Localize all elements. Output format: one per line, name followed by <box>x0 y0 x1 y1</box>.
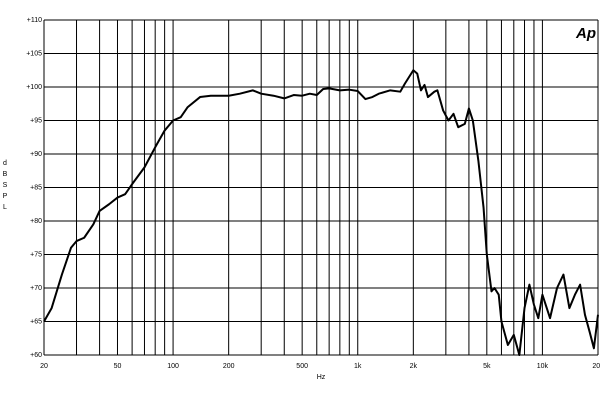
y-tick-label: +80 <box>30 218 42 225</box>
y-tick-label: +95 <box>30 117 42 124</box>
logo: Ap <box>575 25 596 42</box>
y-tick-label: +110 <box>27 17 42 24</box>
x-tick-label: 10k <box>537 363 549 370</box>
y-tick-label: +85 <box>30 184 42 191</box>
x-tick-label: 50 <box>114 363 122 370</box>
response-curve <box>43 69 599 356</box>
y-tick-label: +70 <box>30 285 42 292</box>
y-tick-label: +105 <box>26 50 42 57</box>
y-tick-label: +75 <box>30 251 42 258</box>
x-tick-label: 200 <box>223 363 235 370</box>
x-tick-label: 100 <box>167 363 179 370</box>
x-axis-label: Hz <box>317 374 326 381</box>
y-tick-label: +60 <box>30 352 42 359</box>
x-tick-label: 20k <box>592 363 600 370</box>
y-axis-label: dB SPL <box>2 160 8 211</box>
x-tick-label: 5k <box>483 363 491 370</box>
x-tick-label: 500 <box>296 363 308 370</box>
x-tick-label: 20 <box>40 363 48 370</box>
x-tick-label: 2k <box>410 363 418 370</box>
x-tick-label: 1k <box>354 363 362 370</box>
y-tick-label: +65 <box>30 318 42 325</box>
y-tick-label: +100 <box>26 84 42 91</box>
y-tick-label: +90 <box>30 151 42 158</box>
